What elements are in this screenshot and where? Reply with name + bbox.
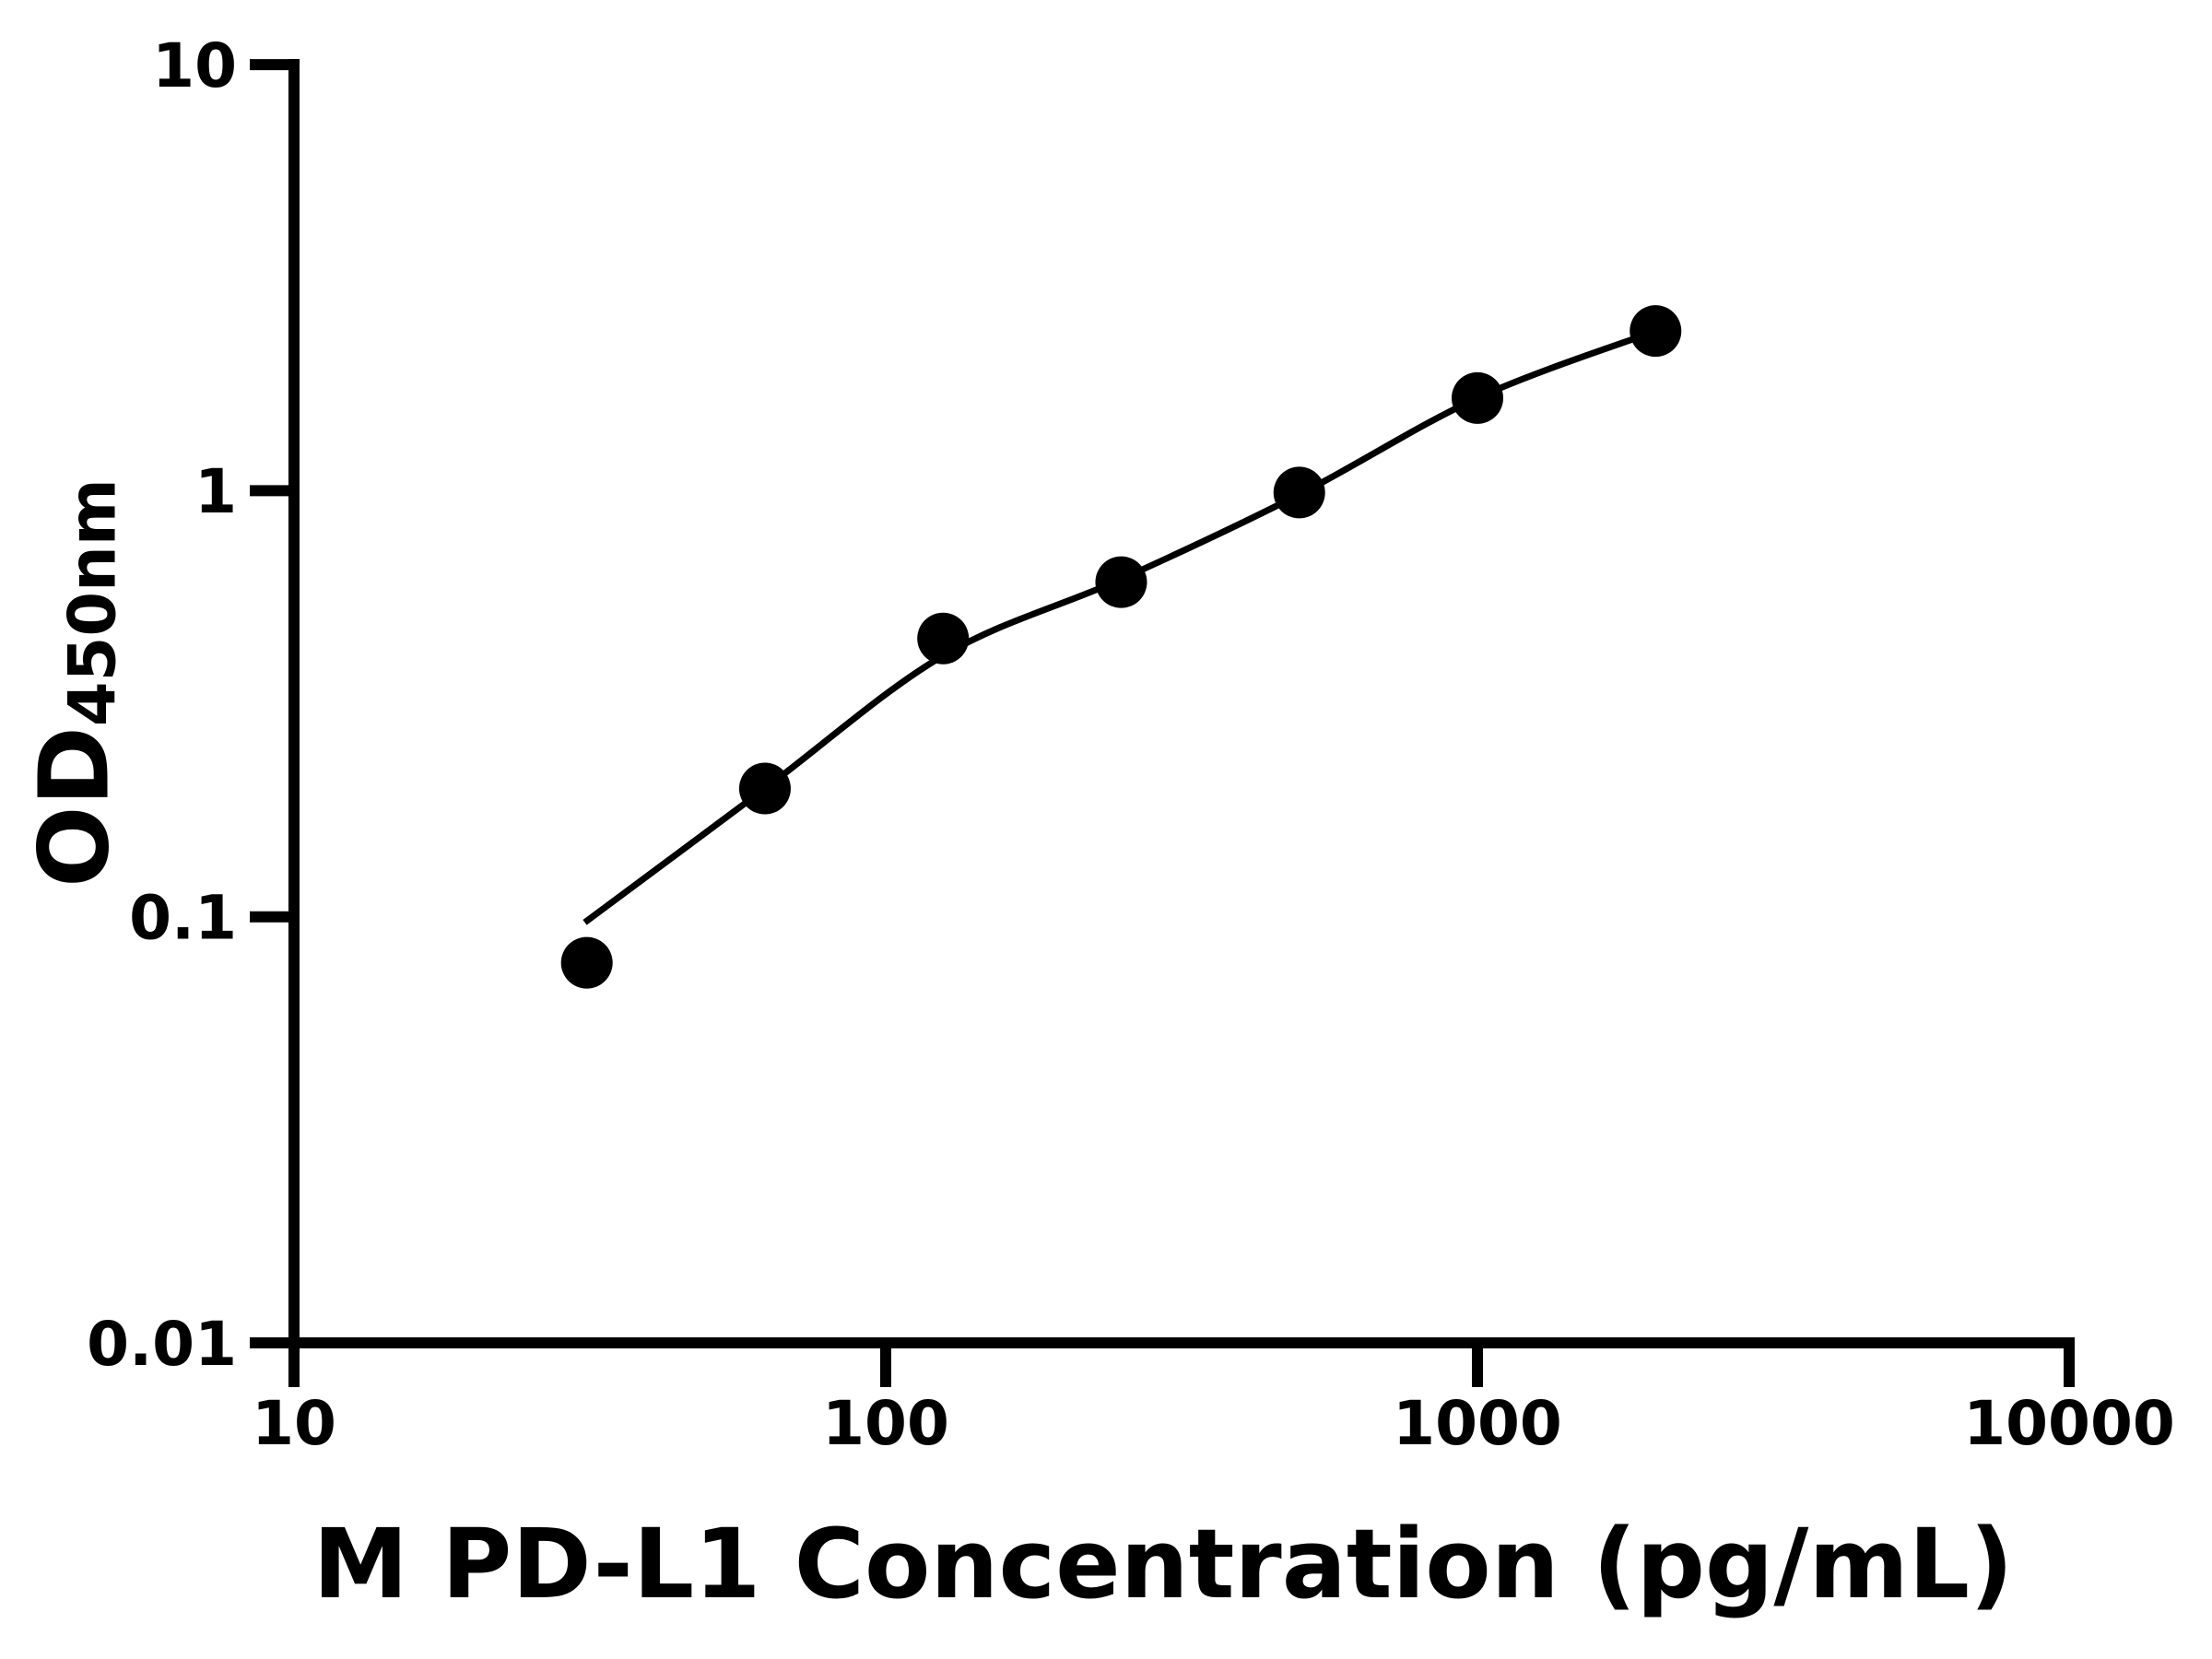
y-tick-label: 0.1 [129, 882, 237, 953]
y-axis-title: OD450nm [18, 478, 131, 888]
data-point [1630, 305, 1682, 358]
y-axis-title-subscript: 450nm [54, 478, 131, 727]
data-point [917, 612, 970, 665]
x-tick-label: 10000 [1963, 1388, 2175, 1459]
x-tick-label: 1000 [1393, 1388, 1562, 1459]
x-tick-label: 10 [252, 1388, 336, 1459]
fit-curve [582, 327, 1657, 925]
y-axis-title-base: OD [18, 726, 131, 888]
data-point [1095, 556, 1147, 608]
x-tick-label: 100 [822, 1388, 949, 1459]
data-point [738, 762, 791, 815]
y-tick-label: 1 [194, 456, 237, 527]
x-axis-title: M PD-L1 Concentration (pg/mL) [312, 1508, 2014, 1620]
data-point [1452, 371, 1503, 424]
y-tick-label: 10 [152, 30, 237, 101]
data-point [1273, 466, 1325, 519]
data-point [560, 936, 613, 989]
y-tick-label: 0.01 [87, 1309, 237, 1380]
